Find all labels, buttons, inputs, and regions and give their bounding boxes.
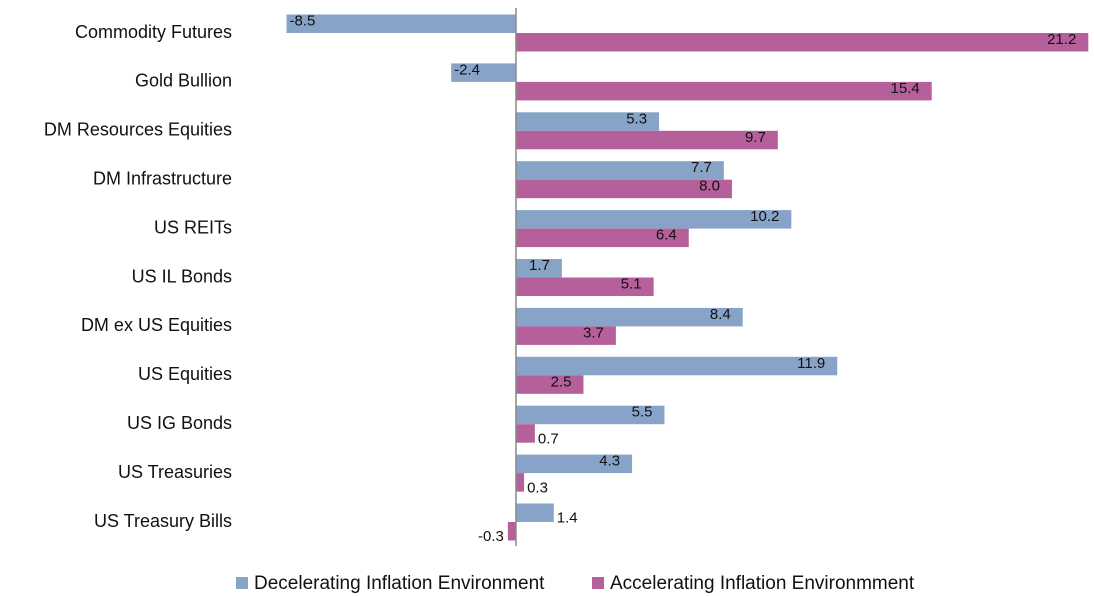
data-label: 5.1	[621, 275, 642, 292]
y-tick-label: US Equities	[138, 364, 232, 384]
data-label: -0.3	[478, 528, 504, 545]
bar	[515, 326, 616, 345]
y-tick-label: US IL Bonds	[132, 266, 232, 286]
legend-swatch	[236, 577, 248, 589]
bar	[515, 179, 732, 199]
data-label: 8.4	[710, 306, 731, 323]
data-label: 15.4	[891, 80, 920, 97]
bar	[515, 356, 838, 376]
bar	[515, 375, 584, 394]
bar	[515, 424, 535, 443]
data-label: 1.4	[557, 510, 578, 527]
bar	[515, 130, 778, 150]
bar	[515, 81, 932, 101]
bar	[515, 307, 743, 327]
data-label: -2.4	[454, 61, 480, 78]
data-label: 4.3	[599, 453, 620, 470]
data-label: 11.9	[797, 355, 825, 372]
y-tick-label: US Treasuries	[118, 462, 232, 482]
bar	[515, 112, 660, 131]
data-label: 5.5	[632, 404, 653, 421]
data-label: 1.7	[529, 257, 550, 274]
data-label: 7.7	[691, 159, 712, 176]
bar	[515, 161, 724, 180]
data-label: 6.4	[656, 227, 677, 244]
bar	[286, 14, 516, 33]
bar	[451, 63, 516, 82]
data-label: -8.5	[289, 12, 315, 29]
data-label: 2.5	[551, 373, 572, 390]
bar	[515, 277, 654, 296]
y-tick-label: DM Infrastructure	[93, 168, 232, 188]
bar	[515, 503, 554, 522]
bar	[515, 454, 633, 474]
y-tick-label: Commodity Futures	[75, 22, 232, 42]
data-label: 21.2	[1047, 31, 1076, 48]
y-tick-label: US REITs	[154, 217, 232, 237]
data-label: 5.3	[626, 110, 647, 127]
legend-swatch	[592, 577, 604, 589]
legend-label: Decelerating Inflation Environment	[254, 573, 545, 594]
data-label: 8.0	[699, 178, 720, 195]
y-tick-label: Gold Bullion	[135, 71, 232, 91]
bar	[515, 228, 689, 248]
bar	[515, 259, 562, 278]
y-tick-label: DM ex US Equities	[81, 315, 232, 335]
y-tick-label: US Treasury Bills	[94, 511, 232, 531]
bar	[515, 405, 665, 425]
data-label: 3.7	[583, 324, 604, 341]
y-tick-label: US IG Bonds	[127, 413, 232, 433]
data-label: 0.3	[527, 479, 548, 496]
data-label: 0.7	[538, 430, 559, 447]
data-label: 9.7	[745, 129, 766, 146]
data-label: 10.2	[750, 208, 779, 225]
bar	[515, 210, 792, 229]
legend-label: Accelerating Inflation Environmment	[610, 573, 915, 594]
y-tick-label: DM Resources Equities	[44, 120, 232, 140]
bar	[507, 522, 516, 541]
bar	[515, 33, 1089, 52]
bar	[515, 473, 525, 492]
